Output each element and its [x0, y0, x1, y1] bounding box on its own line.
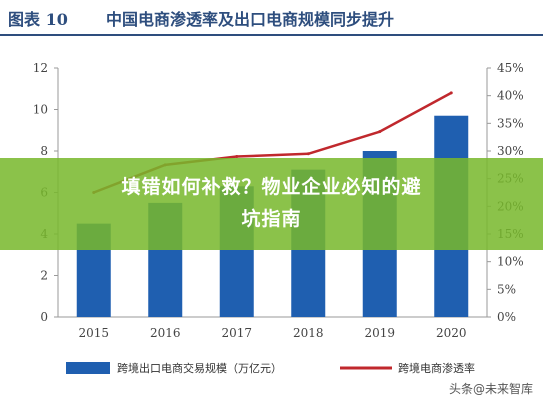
line-point — [378, 130, 382, 134]
x-tick-label: 2015 — [78, 326, 109, 340]
y-right-tick-label: 30% — [497, 144, 524, 158]
y-left-tick-label: 0 — [40, 310, 48, 324]
line-point — [235, 155, 239, 159]
y-left-tick-label: 12 — [33, 61, 48, 75]
x-tick-label: 2019 — [364, 326, 395, 340]
y-left-tick-label: 2 — [40, 269, 48, 283]
legend-bar-label: 跨境出口电商交易规模（万亿元） — [117, 361, 282, 375]
x-tick-label: 2018 — [293, 326, 324, 340]
figure-title-bar: 图表 10 中国电商渗透率及出口电商规模同步提升 — [0, 0, 543, 32]
legend-bar-swatch — [66, 362, 110, 374]
y-right-tick-label: 45% — [497, 61, 524, 75]
line-point — [306, 152, 310, 156]
y-right-tick-label: 10% — [497, 255, 524, 269]
y-right-tick-label: 35% — [497, 116, 524, 130]
title-rule — [0, 34, 543, 36]
y-right-tick-label: 5% — [497, 282, 516, 296]
figure-title: 中国电商渗透率及出口电商规模同步提升 — [106, 10, 395, 29]
legend-line-label: 跨境电商渗透率 — [398, 361, 475, 375]
overlay-banner[interactable]: 填错如何补救？物业企业必知的避 坑指南 — [0, 158, 543, 250]
x-tick-label: 2020 — [436, 326, 467, 340]
y-right-tick-label: 40% — [497, 89, 524, 103]
y-left-tick-label: 8 — [40, 144, 48, 158]
y-right-tick-label: 0% — [497, 310, 516, 324]
x-tick-label: 2016 — [150, 326, 181, 340]
figure-number: 图表 10 — [8, 10, 68, 29]
watermark: 头条@未来智库 — [448, 382, 533, 396]
banner-line-1: 填错如何补救？物业企业必知的避 — [121, 176, 422, 198]
x-tick-label: 2017 — [221, 326, 252, 340]
line-point — [449, 91, 453, 95]
y-left-tick-label: 10 — [33, 103, 48, 117]
banner-line-2: 坑指南 — [241, 208, 302, 230]
